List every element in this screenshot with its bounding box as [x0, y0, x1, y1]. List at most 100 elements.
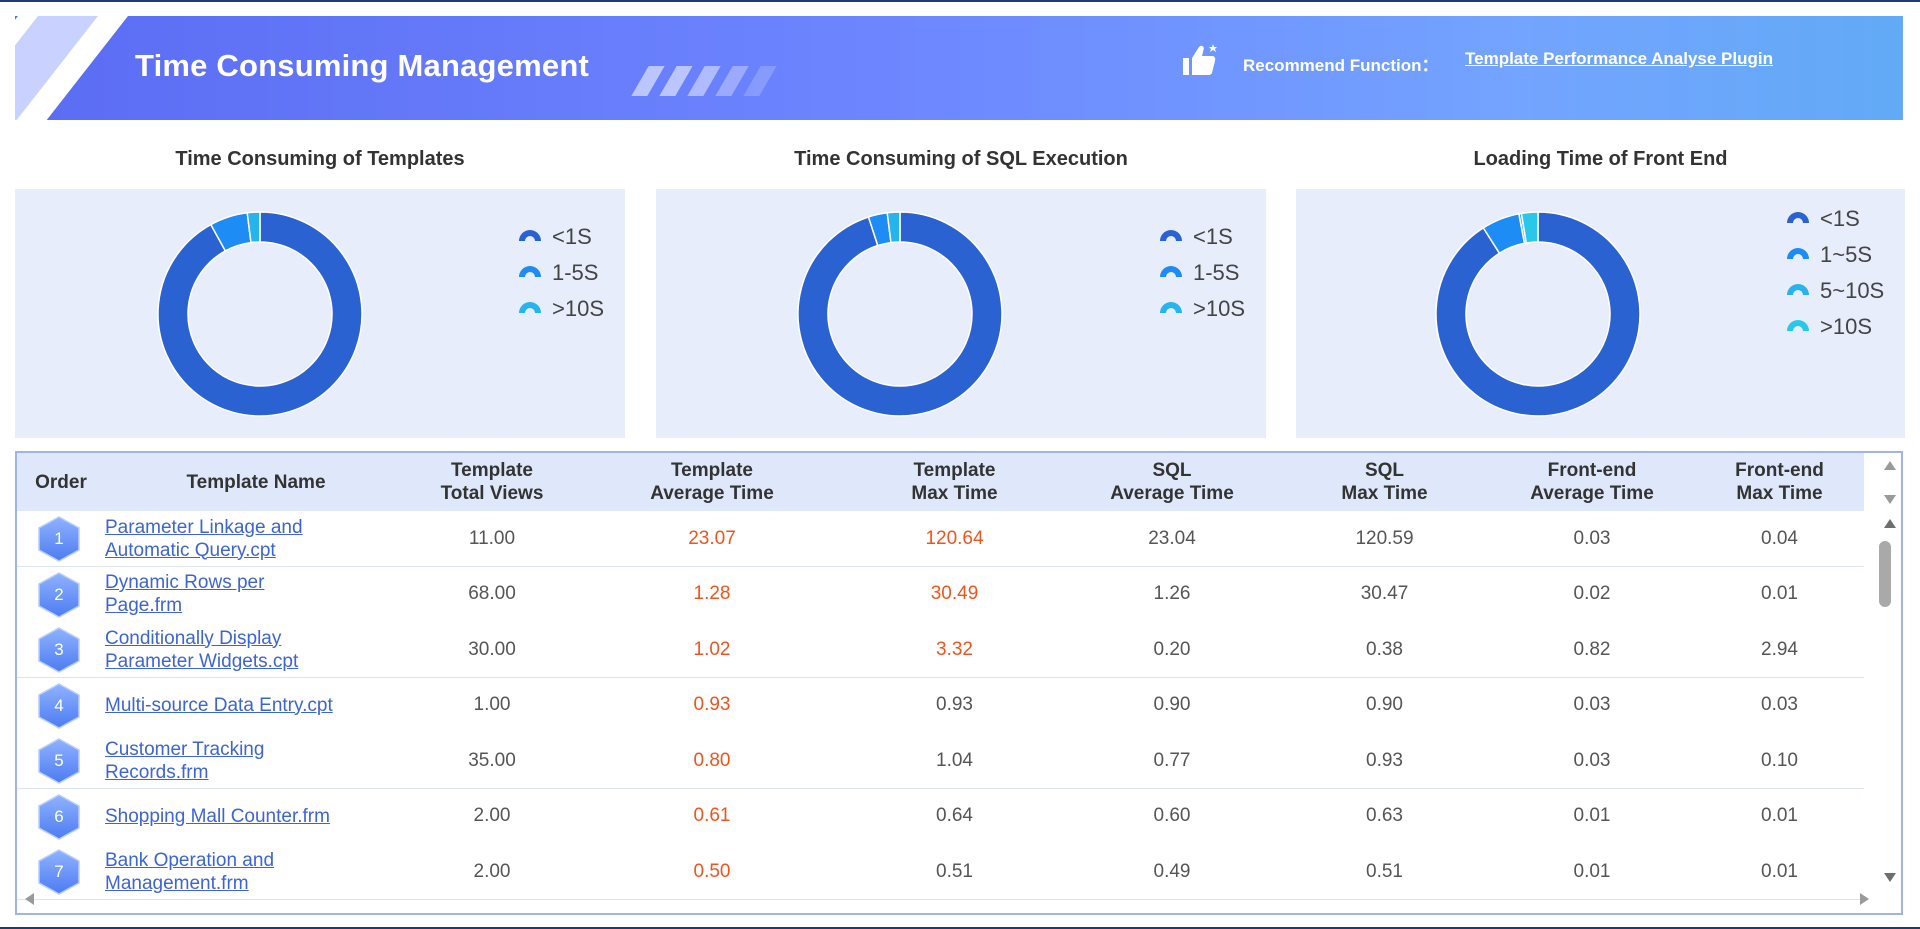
template-link[interactable]: Multi-source Data Entry.cpt — [105, 694, 333, 716]
template-link[interactable]: Shopping Mall Counter.frm — [105, 805, 330, 827]
cell-template-max: 0.93 — [936, 694, 973, 715]
performance-table: Order Template Name Template Total Views… — [15, 451, 1903, 915]
legend-sql: <1S 1-5S >10S — [1159, 219, 1245, 327]
cell-frontend-average: 0.03 — [1573, 694, 1611, 715]
triangle-up-icon[interactable] — [1884, 519, 1896, 528]
cell-sql-max: 0.93 — [1366, 749, 1403, 771]
page-title: Time Consuming Management — [135, 48, 589, 83]
triangle-right-icon[interactable] — [1860, 893, 1869, 905]
order-number: 2 — [54, 584, 64, 604]
cell-template-average: 0.61 — [693, 805, 731, 826]
legend-label: <1S — [552, 224, 592, 249]
cell-frontend-max: 0.01 — [1761, 860, 1798, 882]
order-hexagon-icon — [38, 682, 80, 729]
vertical-scroll-thumb[interactable] — [1879, 541, 1891, 607]
triangle-down-icon[interactable] — [1884, 873, 1896, 882]
cell-template-name: Multi-source Data Entry.cpt — [105, 678, 335, 733]
triangle-down-icon[interactable] — [1884, 495, 1896, 504]
legend-label: >10S — [1193, 296, 1245, 321]
cell-template-average: 0.80 — [693, 749, 731, 771]
table-row: 5 Customer Tracking Records.frm 35.00 0.80 1… — [17, 733, 1864, 789]
order-number: 5 — [54, 751, 64, 770]
legend-item: 1-5S — [518, 255, 604, 291]
cell-sql-max: 0.90 — [1366, 694, 1403, 715]
donut-chart-sql — [797, 211, 1003, 417]
donut-slice — [797, 211, 1003, 417]
cell-sql-max: 120.59 — [1355, 527, 1414, 549]
cell-frontend-max: 2.94 — [1761, 638, 1798, 660]
legend-swatch-icon — [1787, 248, 1809, 259]
header-sql-max: SQL Max Time — [1341, 460, 1428, 504]
cell-template-average: 0.93 — [693, 694, 731, 715]
template-link[interactable]: Customer Tracking Records.frm — [105, 738, 265, 783]
legend-swatch-icon — [1160, 266, 1182, 277]
template-link[interactable]: Parameter Linkage and Automatic Query.cp… — [105, 516, 303, 561]
header-template-name: Template Name — [186, 471, 326, 493]
chart-title-templates: Time Consuming of Templates — [175, 148, 465, 170]
cell-frontend-max: 0.01 — [1761, 805, 1798, 826]
recommend-plugin-link[interactable]: Template Performance Analyse Plugin — [1465, 49, 1773, 68]
legend-item: <1S — [518, 219, 604, 255]
cell-template-average: 23.07 — [688, 527, 736, 549]
cell-template-name: Dynamic Rows per Page.frm — [105, 567, 335, 622]
table-row: 4 Multi-source Data Entry.cpt 1.00 0.93 0.93… — [17, 677, 1864, 734]
donut-slice — [1520, 211, 1539, 244]
chart-panel-templates: <1S 1-5S >10S — [15, 189, 625, 438]
legend-swatch-icon — [1160, 230, 1182, 241]
cell-template-max: 1.04 — [936, 749, 973, 771]
header-template-max: Template Max Time — [911, 460, 998, 504]
cell-sql-average: 23.04 — [1148, 527, 1196, 549]
cell-sql-max: 0.51 — [1366, 860, 1403, 882]
order-hexagon-icon — [38, 571, 80, 618]
vertical-scrollbar[interactable] — [1866, 453, 1901, 913]
cell-sql-max: 30.47 — [1360, 583, 1409, 604]
cell-frontend-average: 0.03 — [1573, 527, 1611, 549]
donut-chart-frontend — [1435, 211, 1641, 417]
stripes-decoration — [631, 66, 800, 96]
donut-slice — [886, 211, 901, 244]
order-hexagon-icon — [38, 793, 80, 840]
cell-template-name: Parameter Linkage and Automatic Query.cp… — [105, 511, 335, 566]
table-header: Order Template Name Template Total Views… — [17, 453, 1864, 512]
order-number: 6 — [54, 806, 64, 826]
header-frontend-average: Front-end Average Time — [1530, 460, 1654, 504]
cell-sql-max: 0.63 — [1366, 805, 1403, 826]
template-link[interactable]: Bank Operation and Management.frm — [105, 849, 275, 894]
cell-template-max: 0.51 — [936, 860, 973, 882]
table-row: 1 Parameter Linkage and Automatic Query.c… — [17, 511, 1864, 567]
table-row: 7 Bank Operation and Management.frm 2.00 0.… — [17, 844, 1864, 900]
cell-sql-average: 0.77 — [1153, 749, 1191, 771]
cell-frontend-average: 0.82 — [1573, 638, 1611, 660]
legend-item: <1S — [1159, 219, 1245, 255]
chart-title-frontend: Loading Time of Front End — [1473, 148, 1728, 170]
legend-label: <1S — [1820, 206, 1860, 231]
legend-item: 1~5S — [1786, 237, 1884, 273]
order-hexagon-icon — [38, 516, 80, 562]
bottom-border — [0, 927, 1920, 929]
cell-template-max: 3.32 — [936, 638, 973, 660]
cell-sql-average: 1.26 — [1153, 583, 1191, 604]
triangle-left-icon[interactable] — [25, 893, 34, 905]
cell-template-max: 120.64 — [925, 527, 984, 549]
header-banner: Time Consuming Management Recommend Func… — [15, 16, 1903, 120]
cell-template-max: 30.49 — [930, 583, 979, 604]
template-link[interactable]: Conditionally Display Parameter Widgets.… — [105, 627, 299, 672]
table-row: 6 Shopping Mall Counter.frm 2.00 0.61 0.64 0.… — [17, 788, 1864, 845]
legend-item: <1S — [1786, 201, 1884, 237]
legend-swatch-icon — [1787, 284, 1809, 295]
legend-label: <1S — [1193, 224, 1233, 249]
legend-swatch-icon — [519, 230, 541, 241]
cell-frontend-max: 0.04 — [1761, 527, 1798, 549]
order-hexagon-icon — [38, 849, 80, 895]
legend-swatch-icon — [1787, 320, 1809, 331]
cell-total-views: 1.00 — [473, 694, 511, 715]
cell-total-views: 68.00 — [468, 583, 516, 604]
triangle-up-icon[interactable] — [1884, 461, 1896, 470]
chart-panel-frontend: <1S 1~5S 5~10S >10S — [1296, 189, 1905, 438]
order-number: 4 — [54, 695, 64, 715]
cell-total-views: 2.00 — [473, 860, 511, 882]
order-number: 3 — [54, 640, 64, 659]
donut-slice — [246, 211, 261, 244]
template-link[interactable]: Dynamic Rows per Page.frm — [105, 572, 265, 616]
cell-sql-max: 0.38 — [1366, 638, 1403, 660]
